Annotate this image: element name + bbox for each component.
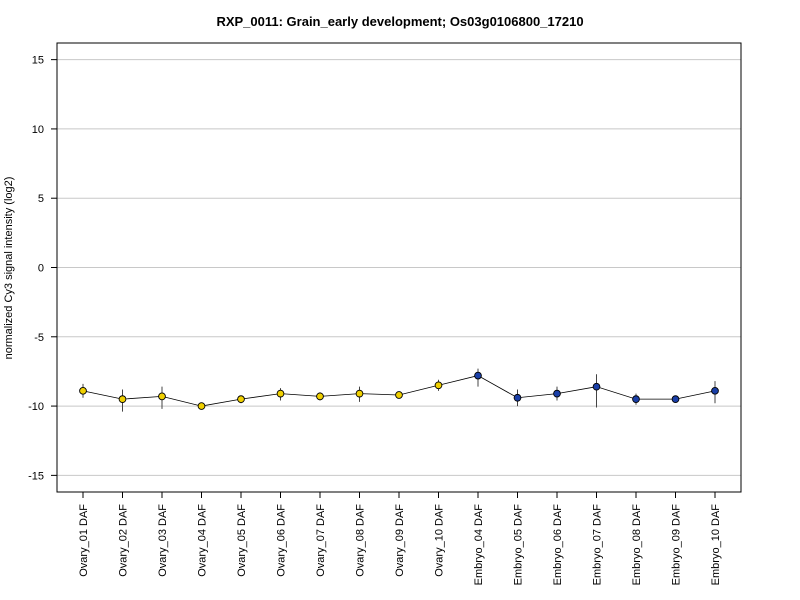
chart-title: RXP_0011: Grain_early development; Os03g… [216, 14, 583, 29]
x-tick-label: Ovary_10 DAF [434, 504, 446, 577]
data-point [513, 393, 522, 402]
y-tick-label: 15 [32, 55, 44, 67]
y-tick-label: -15 [28, 470, 44, 482]
data-point [395, 391, 403, 399]
x-tick-label: Embryo_09 DAF [671, 504, 683, 586]
x-tick-label: Embryo_04 DAF [473, 504, 485, 586]
y-tick-label: 10 [32, 124, 44, 136]
data-point [118, 395, 127, 404]
x-tick-label: Ovary_04 DAF [197, 504, 209, 577]
y-axis-label: normalized Cy3 signal intensity (log2) [3, 177, 15, 360]
data-point [474, 371, 482, 380]
x-tick-label: Ovary_07 DAF [315, 504, 327, 577]
x-tick-label: Ovary_05 DAF [236, 504, 248, 577]
plot-frame [56, 42, 742, 493]
data-point [197, 402, 206, 410]
data-point [434, 381, 443, 390]
data-point [592, 382, 601, 391]
y-tick-label: -10 [28, 401, 44, 413]
data-point [158, 392, 166, 401]
x-tick-label: Embryo_06 DAF [552, 504, 564, 586]
grid-lines [57, 59, 741, 476]
x-tick-label: Embryo_10 DAF [710, 504, 722, 586]
data-point [355, 389, 364, 398]
x-axis-ticks: Ovary_01 DAF Ovary_02 DAF Ovary_03 DAF Ovar… [78, 492, 722, 585]
x-tick-label: Ovary_08 DAF [355, 504, 367, 577]
series [79, 368, 719, 412]
y-tick-label: 5 [38, 193, 44, 205]
x-tick-label: Ovary_02 DAF [118, 504, 130, 577]
x-tick-label: Embryo_05 DAF [513, 504, 525, 586]
y-axis-ticks: -15 -10 -5 0 5 10 15 [28, 55, 57, 482]
x-tick-label: Ovary_01 DAF [78, 504, 90, 577]
data-point [237, 395, 245, 404]
data-point [316, 392, 324, 401]
data-point [671, 395, 680, 404]
data-point [711, 386, 719, 395]
x-tick-label: Ovary_06 DAF [276, 504, 288, 577]
data-point [553, 389, 561, 398]
data-point [276, 389, 285, 398]
x-tick-label: Embryo_07 DAF [592, 504, 604, 586]
series-line [82, 375, 716, 407]
y-tick-label: 0 [38, 263, 44, 275]
x-tick-label: Ovary_09 DAF [394, 504, 406, 577]
y-tick-label: -5 [34, 332, 44, 344]
x-tick-label: Ovary_03 DAF [157, 504, 169, 577]
data-point [79, 386, 87, 395]
data-point [632, 395, 640, 404]
x-tick-label: Embryo_08 DAF [631, 504, 643, 586]
